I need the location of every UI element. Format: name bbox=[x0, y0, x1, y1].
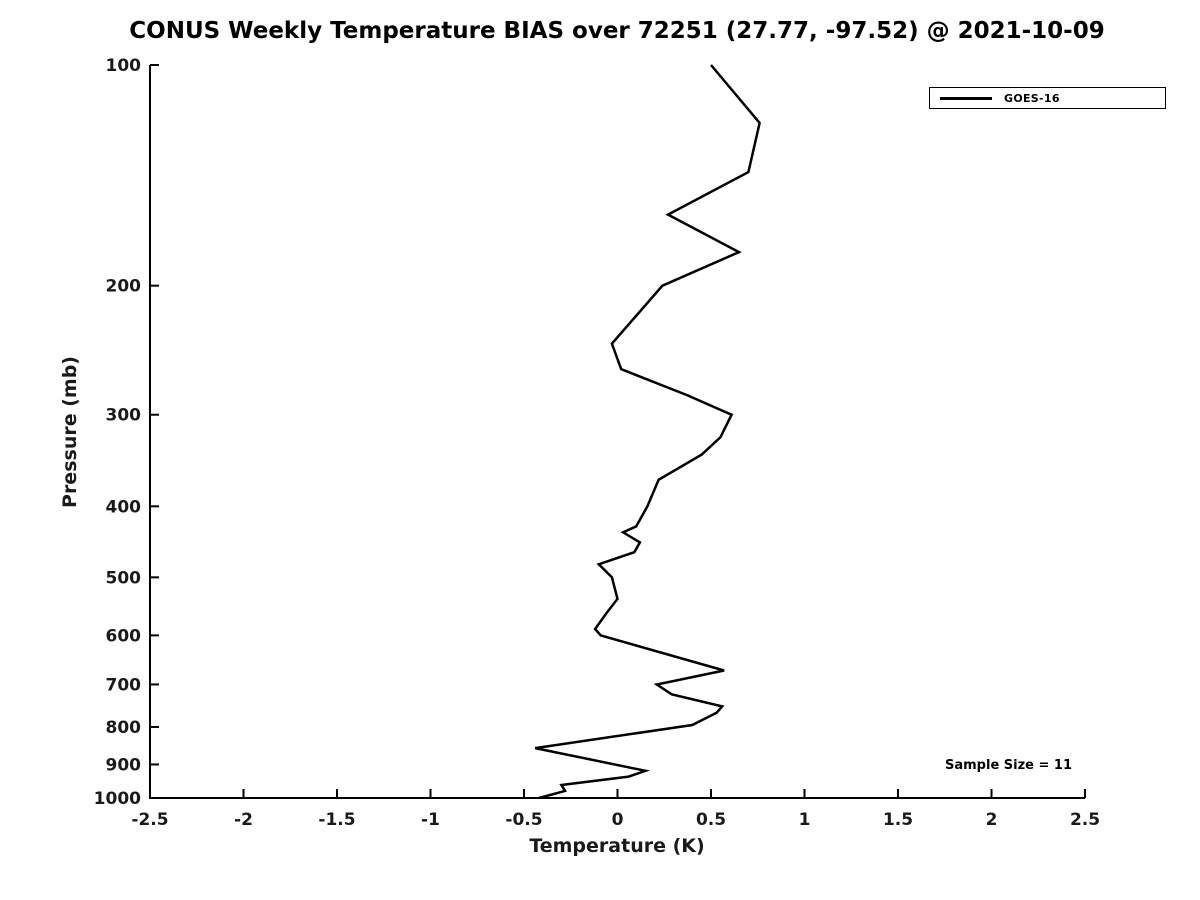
x-tick-label: 1.5 bbox=[883, 810, 913, 830]
x-tick-label: -2.5 bbox=[131, 810, 168, 830]
x-axis-label: Temperature (K) bbox=[529, 835, 705, 857]
y-tick-label: 100 bbox=[106, 56, 142, 76]
legend-line-sample bbox=[940, 96, 992, 100]
x-tick-label: -2 bbox=[234, 810, 253, 830]
x-tick-label: 2.5 bbox=[1070, 810, 1100, 830]
x-tick-label: -1.5 bbox=[318, 810, 355, 830]
legend-label: GOES-16 bbox=[1004, 91, 1060, 105]
x-tick-label: 0 bbox=[612, 810, 624, 830]
x-tick-label: 1 bbox=[799, 810, 811, 830]
x-tick-label: -1 bbox=[421, 810, 440, 830]
x-tick-label: 0.5 bbox=[696, 810, 726, 830]
y-tick-label: 700 bbox=[106, 675, 142, 695]
y-tick-label: 900 bbox=[106, 755, 142, 775]
y-tick-label: 300 bbox=[106, 406, 142, 426]
x-tick-label: 2 bbox=[986, 810, 998, 830]
y-tick-label: 400 bbox=[106, 497, 142, 517]
y-tick-label: 500 bbox=[106, 568, 142, 588]
x-tick-label: -0.5 bbox=[505, 810, 542, 830]
series-line-goes-16 bbox=[534, 64, 761, 800]
y-tick-label: 800 bbox=[106, 718, 142, 738]
sample-size-annotation: Sample Size = 11 bbox=[945, 758, 1073, 773]
y-tick-label: 600 bbox=[106, 626, 142, 646]
legend: GOES-16 bbox=[929, 87, 1166, 109]
y-tick-label: 1000 bbox=[94, 789, 141, 809]
y-tick-label: 200 bbox=[106, 277, 142, 297]
chart-title: CONUS Weekly Temperature BIAS over 72251… bbox=[129, 18, 1105, 44]
